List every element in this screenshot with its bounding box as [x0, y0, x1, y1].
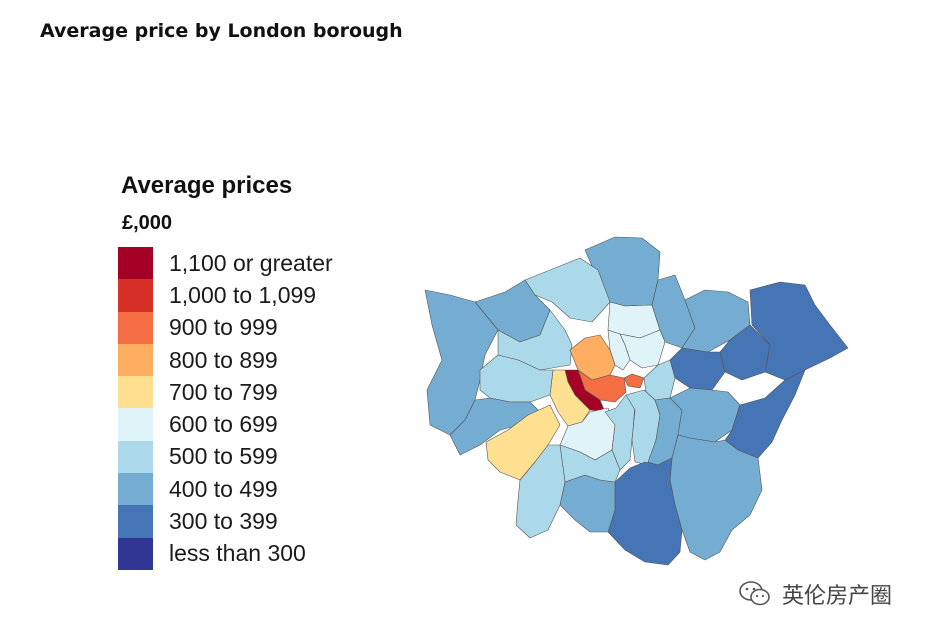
- legend-label: 800 to 899: [169, 346, 278, 373]
- borough-sutton: [559, 474, 616, 533]
- london-borough-map: [424, 236, 849, 566]
- legend-swatch: [118, 343, 153, 377]
- borough-croydon: [607, 457, 683, 566]
- legend-item: 500 to 599: [118, 440, 333, 474]
- legend-title: Average prices: [121, 172, 293, 199]
- wechat-icon: [739, 581, 770, 606]
- legend-label: 1,100 or greater: [169, 249, 333, 276]
- legend-item: 700 to 799: [118, 376, 333, 409]
- legend-swatch: [118, 473, 153, 506]
- legend-swatch: [118, 247, 153, 280]
- legend-label: less than 300: [169, 540, 306, 567]
- legend-label: 1,000 to 1,099: [169, 281, 317, 308]
- legend-swatch: [118, 376, 153, 409]
- borough-city-of-london: [623, 373, 645, 389]
- legend-item: 800 to 899: [118, 343, 333, 377]
- borough-regions: [424, 236, 849, 566]
- borough-merton: [559, 444, 621, 483]
- legend-swatch: [118, 279, 153, 312]
- borough-hammersmith-and-fulham: [549, 369, 591, 427]
- borough-barnet: [524, 257, 611, 323]
- watermark: 英伦房产圈: [738, 578, 892, 610]
- legend-item: 1,100 or greater: [118, 247, 333, 280]
- borough-hounslow: [449, 397, 539, 456]
- legend-swatch: [118, 505, 153, 538]
- legend-unit: £,000: [122, 212, 173, 234]
- borough-ealing: [479, 354, 554, 403]
- legend-item: 300 to 399: [118, 505, 333, 538]
- legend-swatch: [118, 408, 153, 441]
- legend-label: 300 to 399: [169, 508, 278, 535]
- legend-label: 500 to 599: [169, 443, 278, 470]
- legend-label: 400 to 499: [169, 475, 278, 502]
- legend-swatch: [118, 311, 153, 344]
- legend-item: 600 to 699: [118, 408, 333, 441]
- watermark-text: 英伦房产圈: [782, 584, 893, 609]
- legend-swatch: [118, 537, 153, 570]
- legend-label: 600 to 699: [169, 411, 278, 438]
- legend-item: less than 300: [118, 537, 333, 570]
- legend-label: 700 to 799: [169, 378, 278, 405]
- page-title: Average price by London borough: [40, 20, 403, 42]
- legend-label: 900 to 999: [169, 314, 278, 341]
- legend-items: 1,100 or greater 1,000 to 1,099 900 to 999…: [118, 247, 333, 570]
- borough-newham: [669, 347, 726, 391]
- borough-bexley: [724, 369, 806, 459]
- map-legend: Average prices £,000 1,100 or greater 1,0…: [118, 172, 333, 570]
- legend-item: 1,000 to 1,099: [118, 279, 333, 312]
- legend-item: 900 to 999: [118, 311, 333, 344]
- legend-swatch: [118, 440, 153, 474]
- borough-kingston-upon-thames: [515, 444, 566, 539]
- legend-item: 400 to 499: [118, 473, 333, 506]
